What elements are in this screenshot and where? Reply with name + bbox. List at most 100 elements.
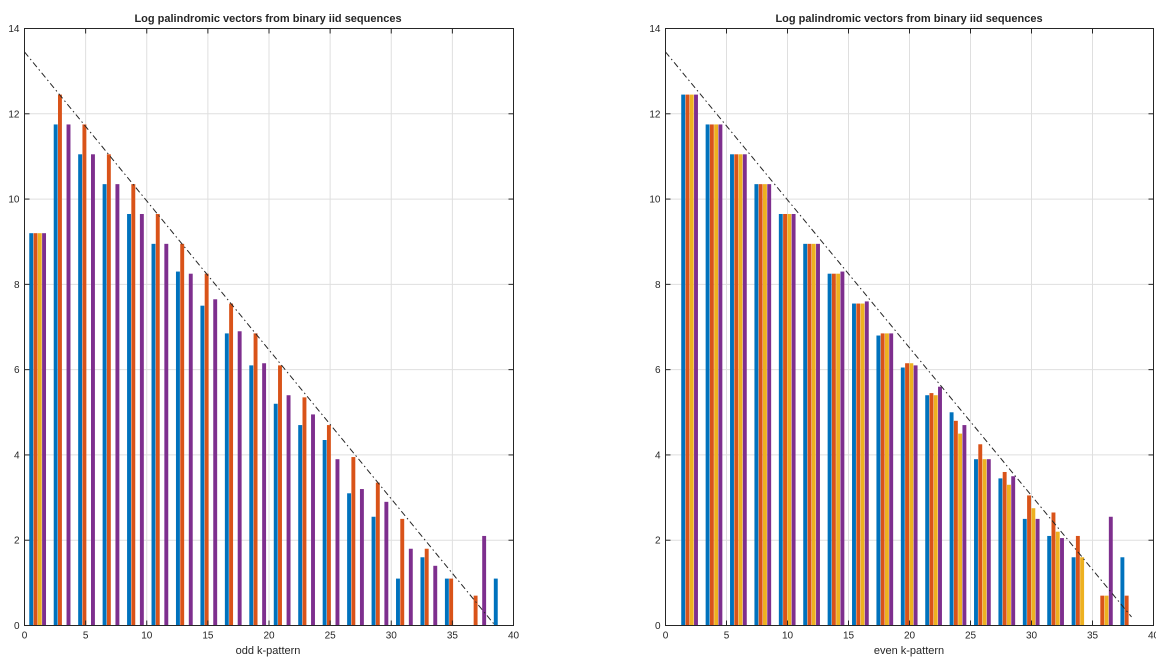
- bar: [982, 459, 987, 626]
- bar: [326, 425, 331, 626]
- bar: [29, 233, 34, 626]
- x-tick-label: 20: [263, 631, 275, 642]
- bar: [127, 213, 131, 626]
- bar: [803, 243, 808, 626]
- bar: [424, 548, 429, 626]
- x-tick-label: 30: [1026, 631, 1038, 642]
- y-tick-label: 4: [14, 450, 20, 461]
- bar: [473, 595, 478, 626]
- bar: [298, 425, 303, 626]
- y-tick-label: 10: [8, 195, 20, 206]
- bar: [1104, 595, 1109, 626]
- bar: [33, 233, 38, 626]
- bar: [734, 154, 739, 626]
- bar: [106, 154, 111, 626]
- bar: [1006, 484, 1011, 626]
- bar: [909, 363, 914, 626]
- bar: [689, 94, 694, 626]
- bar: [253, 333, 258, 626]
- y-tick-label: 6: [655, 365, 661, 376]
- x-tick-label: 30: [386, 631, 398, 642]
- bar: [831, 273, 836, 626]
- bar: [949, 412, 954, 626]
- bar: [986, 459, 991, 626]
- bar: [1031, 508, 1036, 626]
- bar: [249, 365, 254, 626]
- bar: [375, 482, 380, 626]
- bar: [384, 501, 389, 626]
- bar: [449, 578, 454, 626]
- bar: [42, 233, 47, 626]
- bar: [420, 557, 425, 626]
- x-tick-label: 40: [1148, 631, 1156, 642]
- bar: [151, 243, 156, 626]
- bar: [718, 124, 723, 626]
- chart-title: Log palindromic vectors from binary iid …: [134, 13, 401, 25]
- bar: [1035, 518, 1040, 626]
- bar: [78, 154, 83, 626]
- bar: [188, 273, 193, 626]
- y-tick-label: 0: [655, 621, 661, 632]
- y-tick-label: 12: [649, 109, 661, 120]
- x-tick-label: 35: [1087, 631, 1099, 642]
- bar: [131, 184, 136, 626]
- bar: [224, 333, 229, 626]
- y-tick-label: 8: [14, 280, 20, 291]
- y-tick-label: 8: [655, 280, 661, 291]
- bar: [811, 243, 816, 626]
- bar: [347, 493, 352, 626]
- x-tick-label: 5: [83, 631, 89, 642]
- bar: [860, 303, 865, 626]
- bar: [37, 233, 42, 626]
- x-tick-labels: 0 5 10 15 20 25 30 35 40: [663, 28, 1156, 642]
- bar: [1071, 557, 1076, 626]
- y-tick-labels: 0 2 4 6 8 10 12 14: [8, 24, 514, 632]
- bar: [685, 94, 690, 626]
- bar: [400, 518, 405, 626]
- bar: [1100, 595, 1105, 626]
- x-tick-label: 35: [447, 631, 459, 642]
- bar: [1075, 535, 1080, 626]
- bar: [66, 124, 71, 626]
- bar: [816, 243, 820, 626]
- bar: [229, 303, 234, 626]
- chart-title: Log palindromic vectors from binary iid …: [775, 13, 1042, 25]
- y-tick-label: 4: [655, 450, 661, 461]
- x-tick-label: 20: [904, 631, 916, 642]
- y-tick-label: 12: [8, 109, 20, 120]
- bar: [880, 333, 885, 626]
- x-tick-label: 0: [22, 631, 28, 642]
- reference-line: [665, 51, 1132, 618]
- x-tick-label: 15: [202, 631, 214, 642]
- bar: [396, 578, 400, 626]
- bar: [953, 420, 958, 626]
- bar: [180, 243, 185, 626]
- bar: [311, 414, 315, 626]
- y-tick-label: 6: [14, 365, 20, 376]
- bar: [827, 273, 832, 626]
- bar: [705, 124, 710, 626]
- x-tick-label: 15: [843, 631, 855, 642]
- x-tick-label: 10: [782, 631, 794, 642]
- x-axis-label: even k-pattern: [874, 645, 944, 657]
- bar: [738, 154, 743, 626]
- bars: [29, 94, 498, 626]
- bar: [962, 425, 967, 626]
- bar: [836, 273, 841, 626]
- chart-odd: Log palindromic vectors from binary iid …: [8, 13, 519, 657]
- bars: [681, 94, 1129, 626]
- bar: [1051, 512, 1056, 626]
- bar: [273, 403, 278, 626]
- bar: [767, 184, 772, 626]
- bar: [482, 535, 487, 626]
- x-tick-label: 40: [508, 631, 520, 642]
- bar: [791, 213, 796, 626]
- reference-line-path: [665, 51, 1132, 618]
- x-tick-label: 25: [325, 631, 337, 642]
- bar: [139, 213, 144, 626]
- bar: [444, 578, 449, 626]
- bar: [1108, 516, 1113, 626]
- y-tick-label: 10: [649, 195, 661, 206]
- bar: [900, 367, 905, 626]
- bar: [371, 516, 376, 626]
